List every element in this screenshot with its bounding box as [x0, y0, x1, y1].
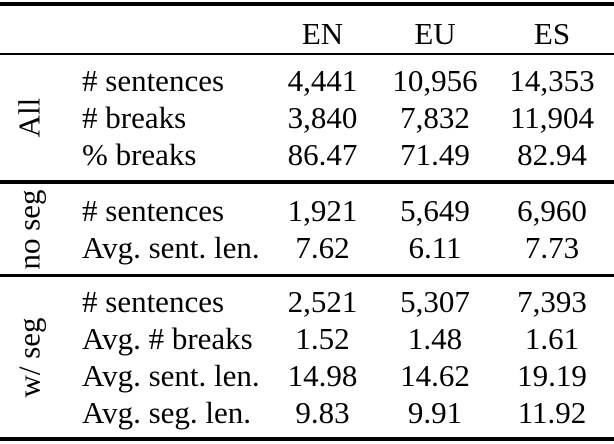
column-header-es: ES [533, 16, 571, 51]
metric-label: Avg. # breaks [82, 321, 253, 356]
metric-label: % breaks [82, 137, 197, 172]
group-all: All # sentences 4,441 10,956 14,353 # br… [0, 55, 614, 180]
table-rule-after-all [0, 180, 614, 184]
table-header-row: EN EU ES [0, 6, 614, 53]
cell-value: 14.98 [287, 358, 358, 393]
cell-value: 11,904 [509, 100, 595, 135]
metric-label: # sentences [82, 193, 225, 228]
cell-value: 5,307 [400, 284, 470, 319]
cell-value: 19.19 [517, 358, 587, 393]
cell-value: 9.91 [407, 395, 463, 430]
group-label-no-seg: no seg [11, 188, 47, 270]
cell-value: 6.11 [408, 230, 462, 265]
cell-value: 9.83 [295, 395, 350, 430]
table-rule-after-no-seg [0, 274, 614, 277]
cell-value: 71.49 [400, 137, 470, 172]
group-label-cell: All [0, 62, 70, 173]
cell-value: 1.61 [524, 321, 580, 356]
metric-label: # breaks [82, 100, 187, 135]
cell-value: 10,956 [392, 63, 478, 98]
cell-value: 7,393 [517, 284, 587, 319]
cell-value: 1.48 [407, 321, 463, 356]
table-rule-top [0, 2, 614, 6]
group-label-all: All [11, 97, 47, 138]
cell-value: 1,921 [287, 193, 358, 228]
group-label-cell: no seg [0, 188, 70, 270]
cell-value: 4,441 [287, 63, 358, 98]
group-no-seg: no seg # sentences 1,921 5,649 6,960 Avg… [0, 184, 614, 274]
column-header-eu: EU [414, 16, 456, 51]
cell-value: 14.62 [400, 358, 470, 393]
metric-label: Avg. sent. len. [82, 358, 260, 393]
table-rule-below-header [0, 53, 614, 55]
group-label-w-seg: w/ seg [11, 316, 47, 398]
cell-value: 6,960 [517, 193, 587, 228]
cell-value: 82.94 [517, 137, 587, 172]
cell-value: 3,840 [287, 100, 358, 135]
cell-value: 7,832 [400, 100, 470, 135]
column-header-en: EN [301, 16, 344, 51]
metric-label: # sentences [82, 63, 225, 98]
cell-value: 1.52 [295, 321, 350, 356]
table-rule-bottom [0, 437, 614, 441]
group-label-cell: w/ seg [0, 283, 70, 431]
cell-value: 5,649 [400, 193, 470, 228]
metric-label: # sentences [82, 284, 225, 319]
cell-value: 7.73 [524, 230, 580, 265]
cell-value: 86.47 [287, 137, 358, 172]
metric-label: Avg. sent. len. [82, 230, 260, 265]
cell-value: 7.62 [295, 230, 350, 265]
cell-value: 11.92 [517, 395, 587, 430]
cell-value: 14,353 [509, 63, 595, 98]
cell-value: 2,521 [287, 284, 358, 319]
group-w-seg: w/ seg # sentences 2,521 5,307 7,393 Avg… [0, 277, 614, 437]
metric-label: Avg. seg. len. [82, 395, 252, 430]
